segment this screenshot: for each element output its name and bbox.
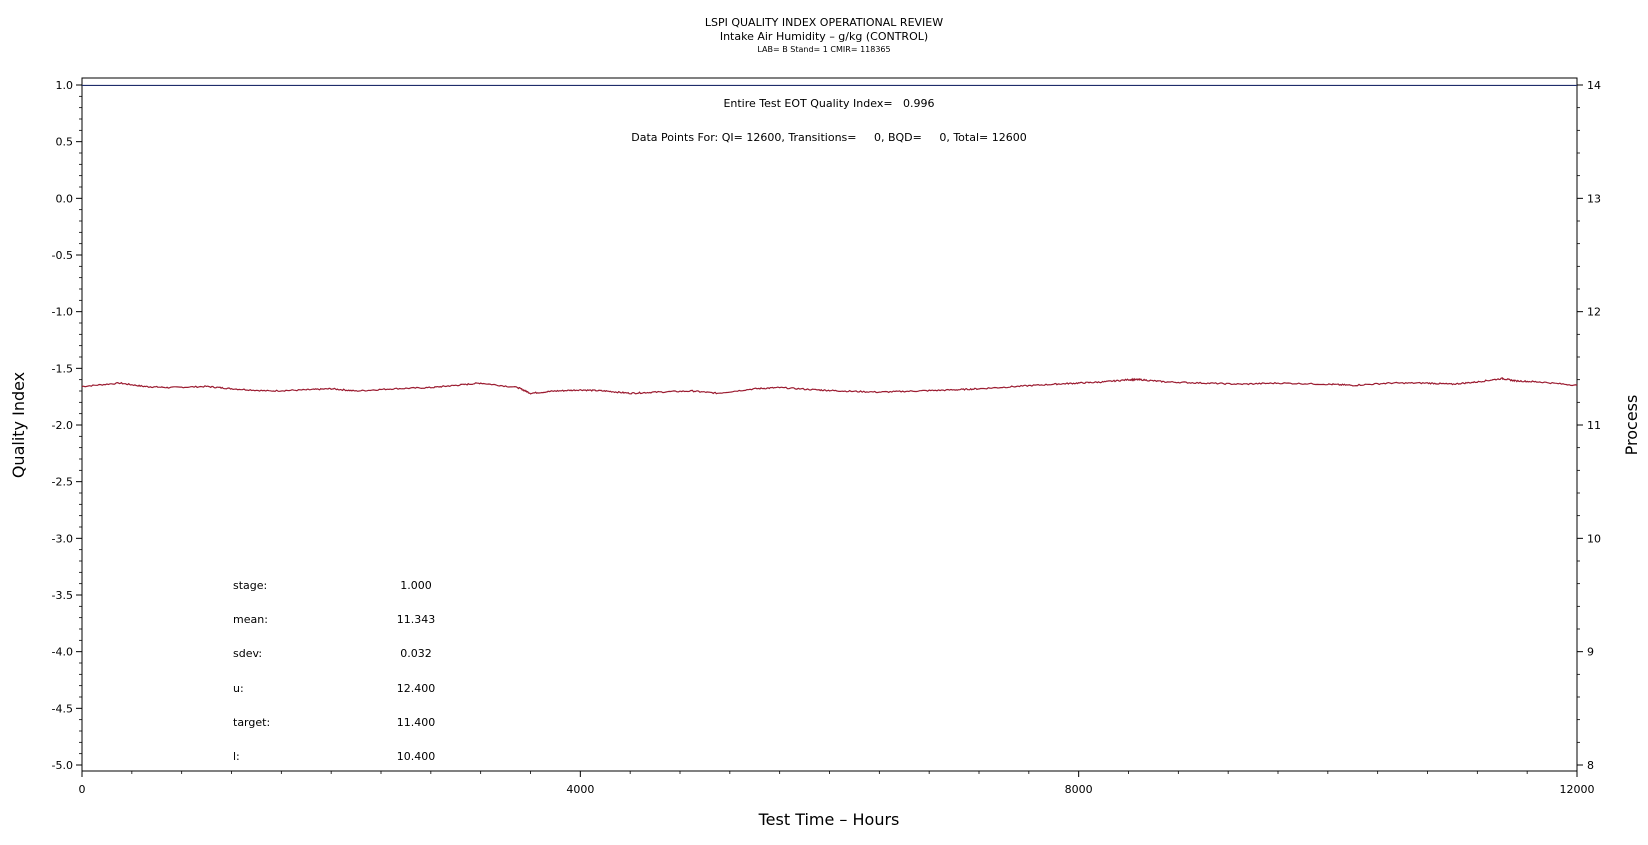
x-axis: 0 4000 8000 12000 [79,771,1595,796]
x-tick-label: 4000 [566,783,594,796]
chart-subtitle: Intake Air Humidity – g/kg (CONTROL) [720,30,928,43]
y2-axis: 14 13 12 11 10 9 8 [1577,79,1601,772]
y-tick-label: -2.5 [52,476,73,489]
y2-tick-label: 11 [1587,419,1601,432]
y-tick-label: -2.0 [52,419,73,432]
y-tick-label: -1.5 [52,362,73,375]
y2-tick-label: 9 [1587,646,1594,659]
chart-subtitle-lab: LAB= B Stand= 1 CMIR= 118365 [757,45,890,54]
y-tick-label: 0.5 [56,136,74,149]
x-tick-label: 0 [79,783,86,796]
x-tick-label: 8000 [1065,783,1093,796]
series-group [81,377,1578,395]
chart-title: LSPI QUALITY INDEX OPERATIONAL REVIEW [705,16,943,29]
stat-label: stage: [233,579,267,592]
stat-label: sdev: [233,647,262,660]
y-axis-label: Quality Index [9,372,28,478]
x-tick-label: 12000 [1560,783,1595,796]
y-tick-label: 0.0 [56,192,74,205]
y2-axis-label: Process [1622,395,1641,456]
process-series-line [81,377,1578,395]
y-tick-label: 1.0 [56,79,74,92]
stat-label: mean: [233,613,268,626]
y2-tick-label: 8 [1587,759,1594,772]
y-tick-label: -3.5 [52,589,73,602]
stat-value: 1.000 [400,579,432,592]
plot-frame [81,77,1578,772]
y2-tick-label: 10 [1587,532,1601,545]
stat-label: target: [233,716,270,729]
stat-value: 10.400 [397,750,436,763]
y-axis: 1.0 0.5 0.0 -0.5 -1.0 -1.5 -2.0 -2.5 -3.0 -3.5 -4.… [52,79,82,772]
y-tick-label: -1.0 [52,306,73,319]
y2-tick-label: 13 [1587,192,1601,205]
stat-value: 0.032 [400,647,432,660]
y2-tick-label: 12 [1587,306,1601,319]
y-tick-label: -0.5 [52,249,73,262]
annotation-quality-index: Entire Test EOT Quality Index= 0.996 [723,97,934,110]
annotation-data-points: Data Points For: QI= 12600, Transitions=… [631,131,1026,144]
y-tick-label: -3.0 [52,532,73,545]
y-tick-label: -4.0 [52,646,73,659]
stat-value: 11.400 [397,716,436,729]
y2-tick-label: 14 [1587,79,1601,92]
stat-label: u: [233,682,244,695]
y-tick-label: -5.0 [52,759,73,772]
stat-value: 12.400 [397,682,436,695]
stats-box: stage: 1.000 mean: 11.343 sdev: 0.032 u: 12.400… [233,579,435,763]
stat-value: 11.343 [397,613,436,626]
x-axis-label: Test Time – Hours [758,810,900,829]
stat-label: l: [233,750,240,763]
y-tick-label: -4.5 [52,702,73,715]
